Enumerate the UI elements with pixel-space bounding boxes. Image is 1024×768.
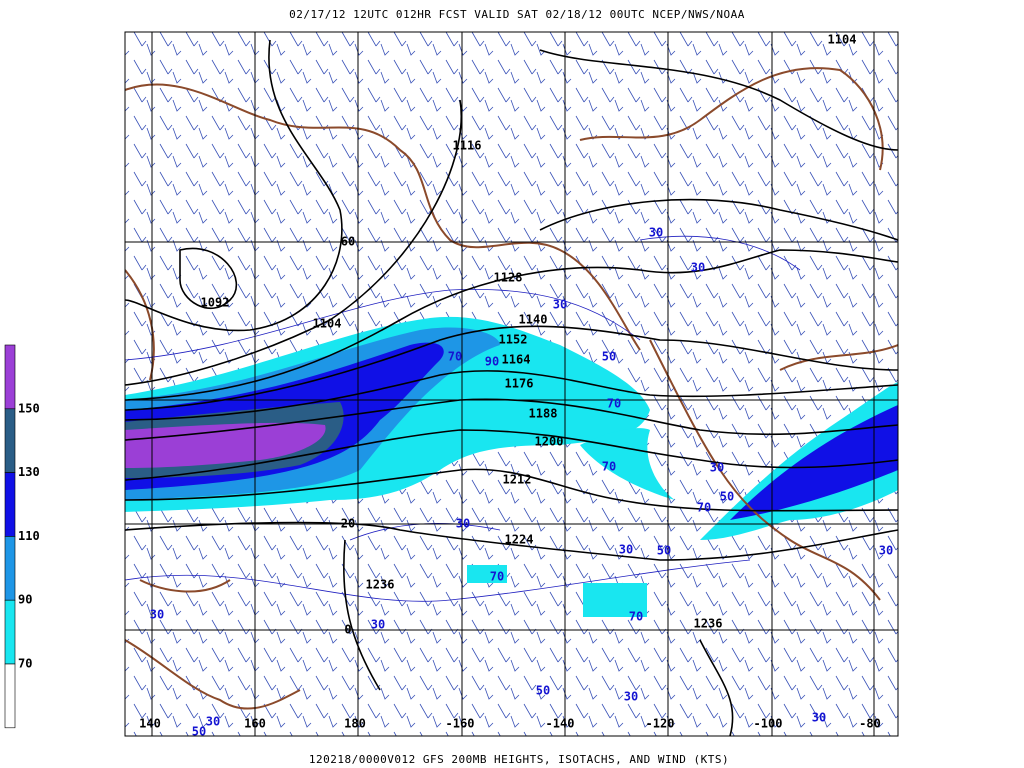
isotach-label: 30 — [619, 543, 633, 557]
isotach-label: 30 — [456, 517, 470, 531]
legend-swatch — [4, 408, 16, 473]
map — [125, 32, 898, 736]
lat-label: 60 — [341, 235, 355, 249]
map-frame — [124, 31, 899, 737]
height-label: 1140 — [519, 313, 548, 327]
lon-label: -140 — [546, 717, 575, 731]
isotach-label: 30 — [206, 715, 220, 729]
legend-swatch — [4, 472, 16, 537]
legend-label: 90 — [18, 593, 32, 607]
height-label: 1152 — [499, 333, 528, 347]
height-label: 1116 — [453, 139, 482, 153]
map-caption: 120218/0000V012 GFS 200MB HEIGHTS, ISOTA… — [309, 753, 729, 766]
height-label: 1224 — [505, 533, 534, 547]
height-contour — [125, 99, 898, 401]
height-label: 1176 — [505, 377, 534, 391]
height-contour — [125, 468, 898, 561]
height-contour — [342, 49, 898, 736]
isotach-label: 50 — [536, 684, 550, 698]
isotach-70-mid — [580, 428, 675, 500]
isotach-label: 70 — [629, 610, 643, 624]
legend-label: 150 — [18, 401, 40, 415]
isotach-label: 70 — [490, 570, 504, 584]
legend-swatch — [4, 599, 16, 665]
height-contour — [125, 39, 343, 332]
legend-swatch — [4, 344, 16, 410]
height-label: 1188 — [529, 407, 558, 421]
height-label: 1236 — [366, 578, 395, 592]
lon-label: 160 — [244, 717, 266, 731]
isotach-label: 30 — [624, 690, 638, 704]
isotach-70-east — [700, 382, 898, 540]
isotach-70-small — [467, 565, 507, 583]
lon-label: 140 — [139, 717, 161, 731]
lon-label: -80 — [859, 717, 881, 731]
lat-label: 20 — [341, 517, 355, 531]
isotach-label: 30 — [150, 608, 164, 622]
isotach-label: 70 — [607, 397, 621, 411]
height-contour — [179, 247, 237, 310]
isotach-label: 70 — [448, 350, 462, 364]
isotach-label: 30 — [553, 298, 567, 312]
isotach-label: 30 — [371, 618, 385, 632]
isotach-label: 90 — [485, 355, 499, 369]
isotach-label: 50 — [602, 350, 616, 364]
isotach-label: 30 — [710, 461, 724, 475]
legend-swatch — [4, 663, 16, 729]
isotach-70-south — [583, 583, 647, 617]
height-label: 1092 — [201, 296, 230, 310]
isotach-label: 30 — [879, 544, 893, 558]
isotach-label: 50 — [720, 490, 734, 504]
height-label: 1236 — [694, 617, 723, 631]
coastline — [125, 67, 898, 710]
height-label: 1104 — [313, 317, 342, 331]
lon-label: -160 — [446, 717, 475, 731]
isotach-label: 70 — [602, 460, 616, 474]
legend: 150 130 110 90 70 — [4, 344, 40, 729]
lon-label: -100 — [754, 717, 783, 731]
isotach-label: 50 — [192, 725, 206, 739]
legend-swatch — [4, 536, 16, 601]
height-contour — [125, 398, 898, 481]
height-label: 1164 — [502, 353, 531, 367]
lon-label: -120 — [646, 717, 675, 731]
height-label: 1212 — [503, 473, 532, 487]
isotach-label: 30 — [691, 261, 705, 275]
map-title: 02/17/12 12UTC 012HR FCST VALID SAT 02/1… — [289, 8, 745, 21]
lon-label: 180 — [344, 717, 366, 731]
isotach-label: 30 — [649, 226, 663, 240]
lat-label: 0 — [344, 623, 351, 637]
isotach-150 — [125, 422, 326, 468]
legend-label: 130 — [18, 465, 40, 479]
height-label: 1104 — [828, 33, 857, 47]
legend-label: 70 — [18, 657, 32, 671]
isotach-label: 70 — [697, 501, 711, 515]
isotach-label: 50 — [657, 544, 671, 558]
isotach-label: 30 — [812, 711, 826, 725]
height-label: 1200 — [535, 435, 564, 449]
isotach-line — [125, 235, 801, 602]
legend-label: 110 — [18, 529, 40, 543]
height-label: 1128 — [494, 271, 523, 285]
